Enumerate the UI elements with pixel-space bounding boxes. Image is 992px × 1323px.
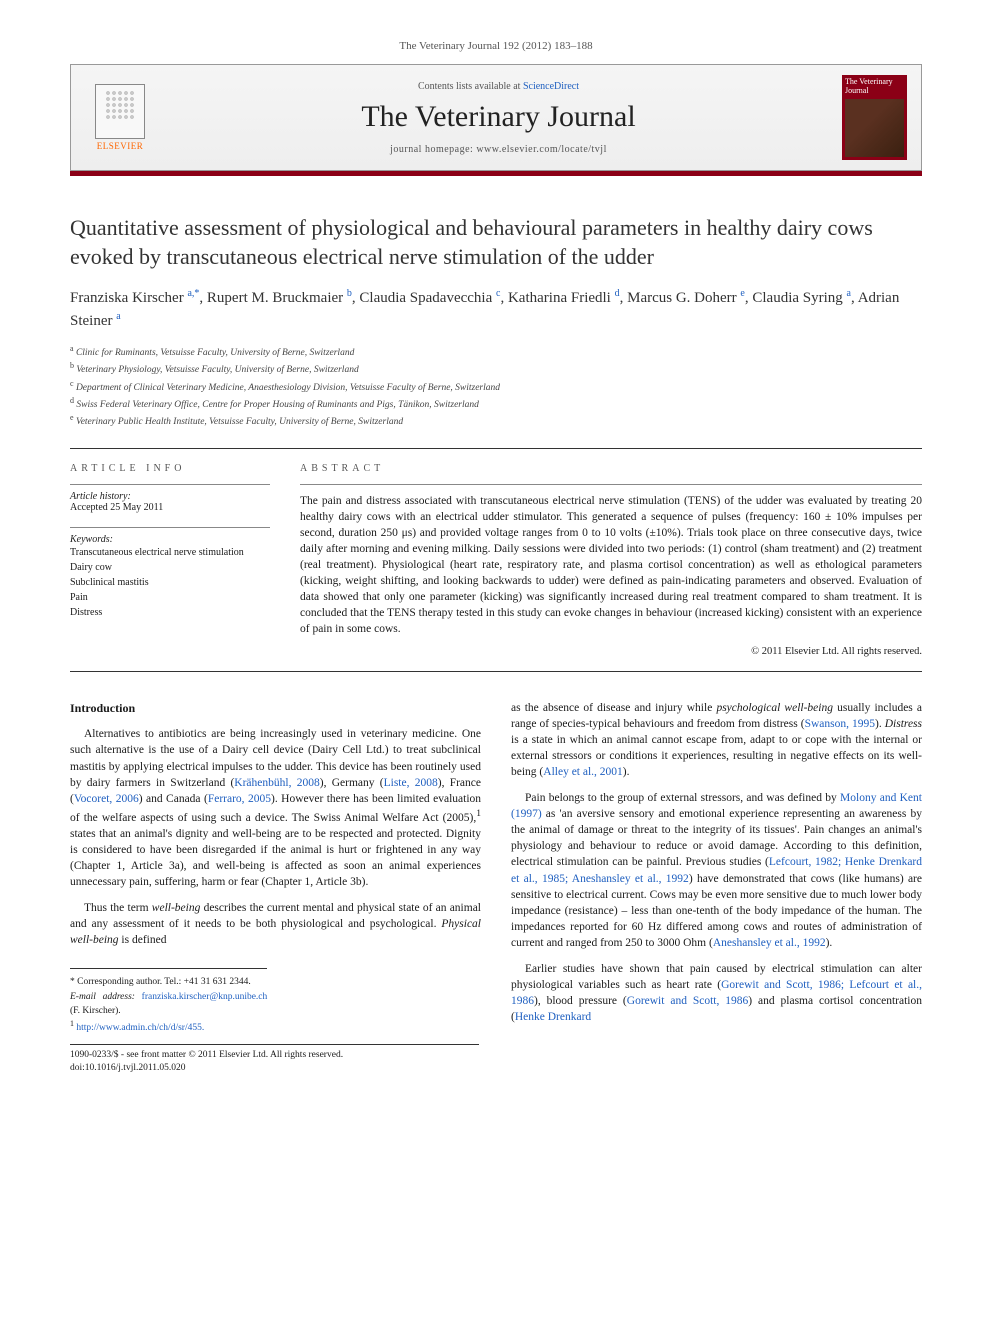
contents-line: Contents lists available at ScienceDirec… (155, 81, 842, 92)
homepage-line: journal homepage: www.elsevier.com/locat… (155, 144, 842, 155)
italic-term: psychological well-being (716, 702, 833, 714)
keyword: Distress (70, 605, 270, 620)
article-info-heading: article info (70, 463, 270, 474)
bottom-matter: 1090-0233/$ - see front matter © 2011 El… (70, 1044, 479, 1076)
footnotes: * Corresponding author. Tel.: +41 31 631… (70, 968, 267, 1035)
cover-image (845, 99, 904, 157)
elsevier-logo[interactable]: ELSEVIER (85, 78, 155, 158)
email-line: E-mail address: franziska.kirscher@knp.u… (70, 990, 267, 1019)
divider (70, 671, 922, 672)
keyword: Dairy cow (70, 560, 270, 575)
email-label: E-mail address: (70, 992, 142, 1002)
issn-line: 1090-0233/$ - see front matter © 2011 El… (70, 1049, 479, 1062)
journal-reference: The Veterinary Journal 192 (2012) 183–18… (70, 40, 922, 52)
author[interactable]: Katharina Friedli d (508, 290, 620, 306)
journal-cover[interactable]: The Veterinary Journal (842, 75, 907, 160)
keywords-section: Keywords: Transcutaneous electrical nerv… (70, 527, 270, 620)
keywords-list: Transcutaneous electrical nerve stimulat… (70, 545, 270, 620)
abstract-text: The pain and distress associated with tr… (300, 484, 922, 638)
affiliation: d Swiss Federal Veterinary Office, Centr… (70, 395, 922, 412)
abstract-heading: abstract (300, 463, 922, 474)
email-name: (F. Kirscher). (70, 1006, 121, 1016)
keywords-label: Keywords: (70, 534, 270, 545)
sciencedirect-link[interactable]: ScienceDirect (523, 81, 579, 92)
italic-term: Distress (885, 718, 922, 730)
citation-link[interactable]: Swanson, 1995 (805, 718, 875, 730)
text: Thus the term (84, 902, 152, 914)
footnote-ref[interactable]: 1 (476, 808, 481, 819)
keyword: Transcutaneous electrical nerve stimulat… (70, 545, 270, 560)
text: ). (875, 718, 885, 730)
affiliation: a Clinic for Ruminants, Vetsuisse Facult… (70, 343, 922, 360)
corresponding-author: * Corresponding author. Tel.: +41 31 631… (70, 975, 267, 989)
header-center: Contents lists available at ScienceDirec… (155, 81, 842, 155)
text: Pain belongs to the group of external st… (525, 792, 840, 804)
author[interactable]: Marcus G. Doherr e (627, 290, 745, 306)
body-column-right: as the absence of disease and injury whi… (511, 700, 922, 1036)
journal-title: The Veterinary Journal (155, 100, 842, 134)
author[interactable]: Claudia Syring a (752, 290, 851, 306)
citation-link[interactable]: Liste, 2008 (384, 777, 438, 789)
contents-text: Contents lists available at (418, 81, 523, 92)
journal-header: ELSEVIER Contents lists available at Sci… (70, 64, 922, 171)
red-divider (70, 171, 922, 176)
citation-link[interactable]: Alley et al., 2001 (543, 766, 623, 778)
footnote-link[interactable]: http://www.admin.ch/ch/d/sr/455. (76, 1023, 204, 1033)
elsevier-tree-icon (95, 84, 145, 139)
article-title: Quantitative assessment of physiological… (70, 214, 922, 271)
accepted-date: Accepted 25 May 2011 (70, 502, 270, 513)
history-label: Article history: (70, 491, 270, 502)
body-paragraph: as the absence of disease and injury whi… (511, 700, 922, 780)
text: ). (623, 766, 630, 778)
body-paragraph: Alternatives to antibiotics are being in… (70, 726, 481, 890)
doi-line: doi:10.1016/j.tvjl.2011.05.020 (70, 1062, 479, 1075)
affiliation: c Department of Clinical Veterinary Medi… (70, 378, 922, 395)
text: states that an animal's dignity and well… (70, 828, 481, 888)
cover-title: The Veterinary Journal (845, 78, 904, 96)
citation-link[interactable]: Vocoret, 2006 (74, 793, 139, 805)
homepage-url[interactable]: www.elsevier.com/locate/tvjl (476, 144, 607, 155)
homepage-label: journal homepage: (390, 144, 476, 155)
email-link[interactable]: franziska.kirscher@knp.unibe.ch (142, 992, 268, 1002)
affiliations-list: a Clinic for Ruminants, Vetsuisse Facult… (70, 343, 922, 430)
body-paragraph: Thus the term well-being describes the c… (70, 900, 481, 948)
text: ), blood pressure ( (534, 995, 627, 1007)
body-columns: Introduction Alternatives to antibiotics… (70, 700, 922, 1036)
body-paragraph: Earlier studies have shown that pain cau… (511, 961, 922, 1025)
citation-link[interactable]: Gorewit and Scott, 1986 (627, 995, 749, 1007)
publisher-name: ELSEVIER (97, 141, 144, 151)
body-column-left: Introduction Alternatives to antibiotics… (70, 700, 481, 1036)
introduction-heading: Introduction (70, 700, 481, 717)
footnote-number: 1 (70, 1019, 74, 1028)
citation-link[interactable]: Aneshansley et al., 1992 (713, 937, 826, 949)
body-paragraph: Pain belongs to the group of external st… (511, 790, 922, 951)
article-info-column: article info Article history: Accepted 2… (70, 449, 270, 657)
text: ) and Canada ( (139, 793, 208, 805)
author[interactable]: Franziska Kirscher a,* (70, 290, 199, 306)
text: ), Germany ( (320, 777, 384, 789)
citation-link[interactable]: Henke Drenkard (515, 1011, 591, 1023)
author[interactable]: Claudia Spadavecchia c (359, 290, 500, 306)
italic-term: well-being (152, 902, 201, 914)
affiliation: e Veterinary Public Health Institute, Ve… (70, 412, 922, 429)
affiliation: b Veterinary Physiology, Vetsuisse Facul… (70, 360, 922, 377)
article-history: Article history: Accepted 25 May 2011 (70, 484, 270, 513)
author[interactable]: Rupert M. Bruckmaier b (207, 290, 352, 306)
citation-link[interactable]: Krähenbühl, 2008 (234, 777, 319, 789)
keyword: Pain (70, 590, 270, 605)
abstract-copyright: © 2011 Elsevier Ltd. All rights reserved… (300, 646, 922, 657)
text: is defined (119, 934, 167, 946)
text: as the absence of disease and injury whi… (511, 702, 716, 714)
abstract-column: abstract The pain and distress associate… (300, 449, 922, 657)
authors-list: Franziska Kirscher a,*, Rupert M. Bruckm… (70, 287, 922, 333)
info-abstract-row: article info Article history: Accepted 2… (70, 449, 922, 657)
keyword: Subclinical mastitis (70, 575, 270, 590)
citation-link[interactable]: Ferraro, 2005 (208, 793, 271, 805)
footnote-1: 1 http://www.admin.ch/ch/d/sr/455. (70, 1018, 267, 1035)
text: ). (826, 937, 833, 949)
